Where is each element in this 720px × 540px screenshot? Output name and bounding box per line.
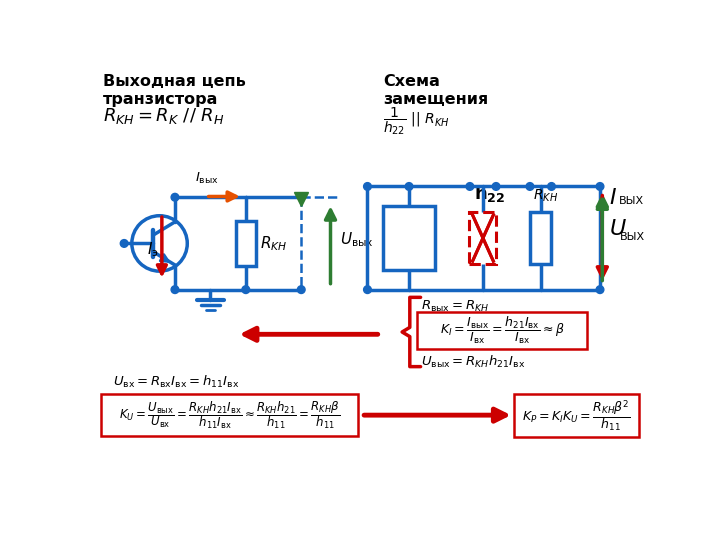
Text: $I_{\rm{э}}$: $I_{\rm{э}}$ (148, 240, 159, 259)
FancyBboxPatch shape (101, 394, 359, 436)
Text: $U_{\rm{вых}} = R_{\mathit{KH}}h_{21}I_{\rm{вх}}$: $U_{\rm{вых}} = R_{\mathit{KH}}h_{21}I_{… (421, 354, 526, 370)
Text: $U_{\rm{вх}} = R_{\rm{вх}}I_{\rm{вх}} = h_{11}I_{\rm{вх}}$: $U_{\rm{вх}} = R_{\rm{вх}}I_{\rm{вх}} = … (113, 374, 240, 390)
Text: $K_U = \dfrac{U_{\rm{вых}}}{U_{\rm{вх}}} = \dfrac{R_{\mathit{KH}}h_{21}I_{\rm{вх: $K_U = \dfrac{U_{\rm{вых}}}{U_{\rm{вх}}}… (119, 399, 341, 431)
Circle shape (466, 183, 474, 190)
Circle shape (171, 286, 179, 293)
Circle shape (171, 193, 179, 201)
Circle shape (120, 240, 128, 247)
Text: Выходная цепь
транзистора: Выходная цепь транзистора (102, 74, 246, 107)
Text: $R_{\rm{вых}} = R_{\mathit{KH}}$: $R_{\rm{вых}} = R_{\mathit{KH}}$ (421, 299, 490, 314)
Circle shape (405, 183, 413, 190)
Text: $h_{21}{\cdot}I_{\rm{вх}}$: $h_{21}{\cdot}I_{\rm{вх}}$ (387, 226, 432, 244)
FancyBboxPatch shape (514, 394, 639, 437)
Text: ВЫХ: ВЫХ (620, 232, 645, 241)
Circle shape (364, 183, 372, 190)
Bar (235, 221, 256, 266)
Bar (530, 212, 552, 264)
FancyBboxPatch shape (417, 312, 588, 349)
Text: Схема
замещения: Схема замещения (383, 74, 488, 107)
Circle shape (297, 286, 305, 293)
Circle shape (526, 183, 534, 190)
Circle shape (596, 286, 604, 293)
Circle shape (492, 183, 500, 190)
Text: $K_P = K_I K_U = \dfrac{R_{\mathit{KH}}\beta^2}{h_{11}}$: $K_P = K_I K_U = \dfrac{R_{\mathit{KH}}\… (522, 398, 631, 434)
Text: $U_{\rm{вых}}$: $U_{\rm{вых}}$ (340, 230, 374, 249)
Circle shape (242, 286, 250, 293)
Circle shape (364, 286, 372, 293)
Bar (383, 206, 435, 269)
Text: $\mathbf{\mathit{U}}$: $\mathbf{\mathit{U}}$ (609, 219, 627, 239)
Circle shape (548, 183, 555, 190)
Text: $I_{\rm{вых}}$: $I_{\rm{вых}}$ (195, 171, 219, 186)
Text: $K_I = \dfrac{I_{\rm{вых}}}{I_{\rm{вх}}} = \dfrac{h_{21}I_{\rm{вх}}}{I_{\rm{вх}}: $K_I = \dfrac{I_{\rm{вых}}}{I_{\rm{вх}}}… (440, 315, 564, 346)
Text: $R_{\mathit{KH}}$: $R_{\mathit{KH}}$ (260, 234, 287, 253)
Circle shape (132, 215, 187, 271)
Text: $R_{\mathit{KH}} = R_{\mathit{K}}\ //\ R_{\mathit{H}}$: $R_{\mathit{KH}} = R_{\mathit{K}}\ //\ R… (102, 106, 224, 126)
Text: $\dfrac{1}{h_{22}}\ ||\ R_{\mathit{KH}}$: $\dfrac{1}{h_{22}}\ ||\ R_{\mathit{KH}}$ (383, 106, 449, 137)
Text: $R_{\mathit{KH}}$: $R_{\mathit{KH}}$ (533, 188, 558, 204)
Text: ВЫХ: ВЫХ (618, 195, 644, 206)
Circle shape (596, 183, 604, 190)
Text: $\mathbf{\mathit{I}}$: $\mathbf{\mathit{I}}$ (609, 188, 617, 208)
Bar (469, 212, 496, 264)
Text: $\mathbf{h_{22}}$: $\mathbf{h_{22}}$ (474, 183, 505, 204)
